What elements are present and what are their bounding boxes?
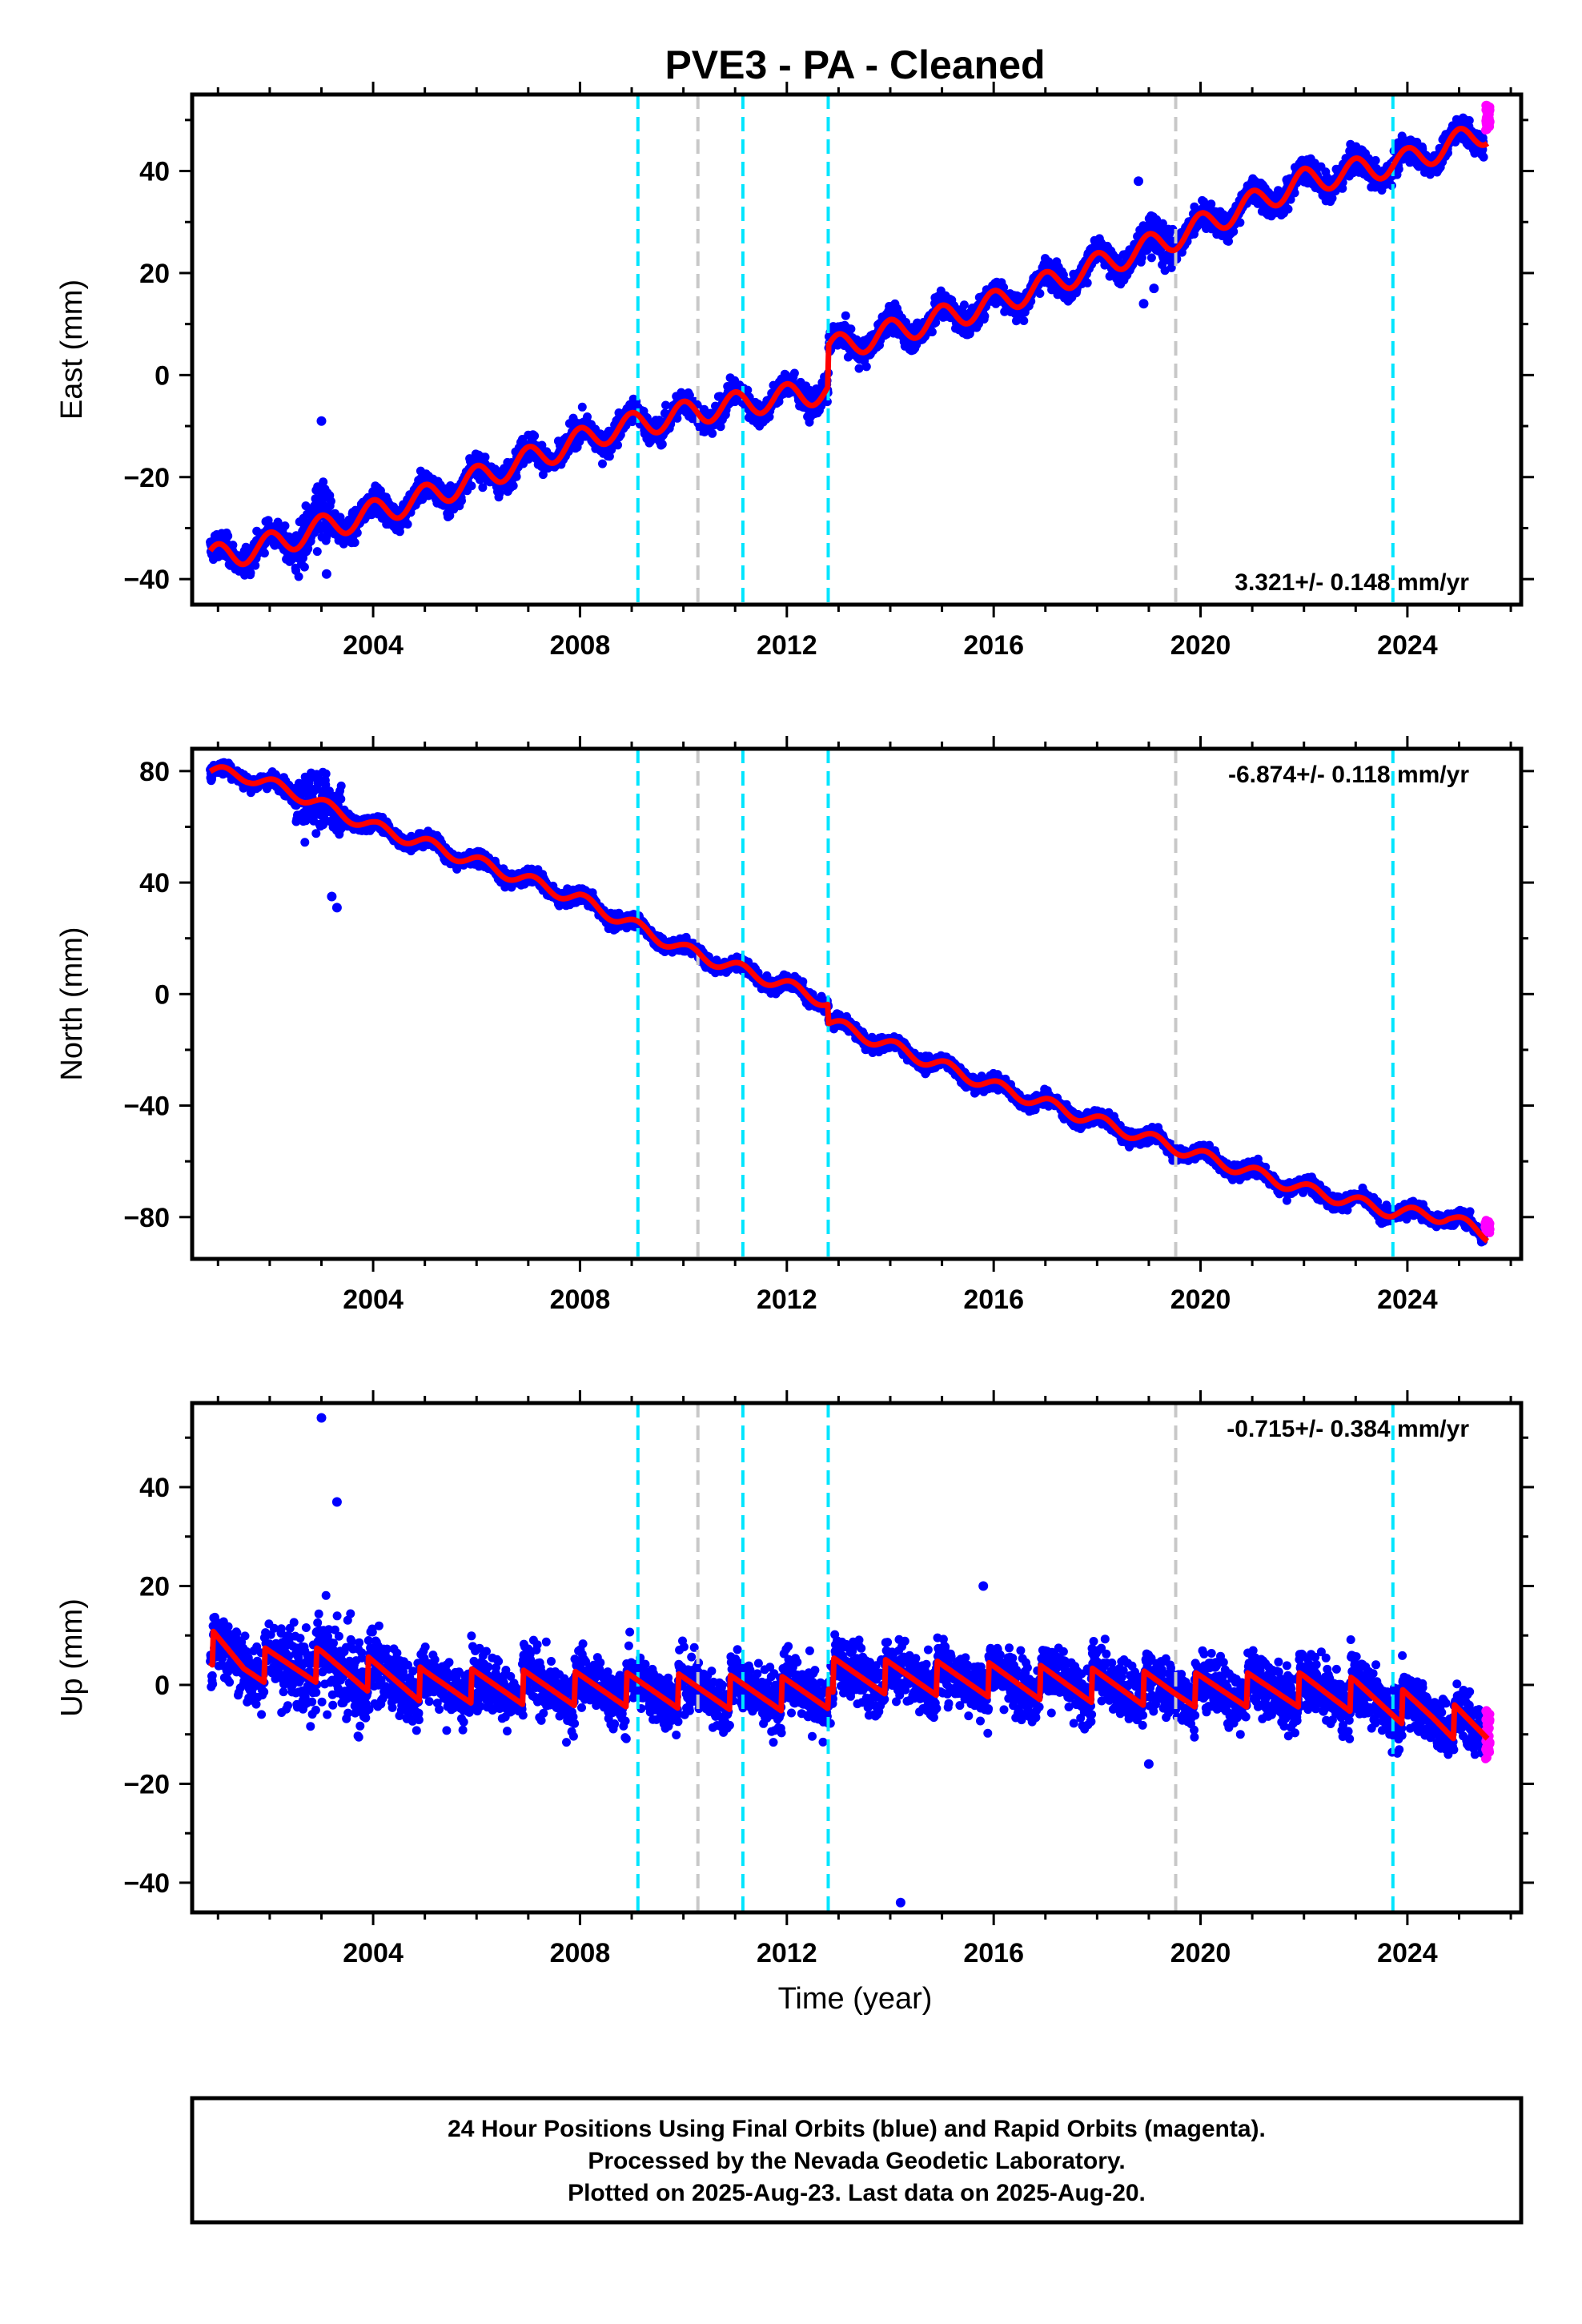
data-point bbox=[251, 561, 260, 570]
rapid-point bbox=[1481, 119, 1491, 128]
panels-group: 2004 2008 2012 2016 2020 2024 −40 −20 0 20 40 East … bbox=[55, 82, 1534, 1968]
data-point bbox=[259, 549, 269, 558]
data-point bbox=[263, 516, 273, 525]
data-point bbox=[841, 311, 850, 320]
y-axis-label: East (mm) bbox=[55, 279, 89, 420]
y-tick-label: −40 bbox=[123, 565, 170, 595]
data-point bbox=[319, 477, 328, 487]
data-point bbox=[708, 428, 717, 438]
data-point bbox=[508, 481, 518, 491]
x-tick-label: 2012 bbox=[757, 630, 817, 661]
x-tick-label: 2020 bbox=[1170, 630, 1231, 661]
data-point bbox=[228, 541, 238, 550]
x-tick-label: 2004 bbox=[343, 630, 404, 661]
outlier-point bbox=[321, 569, 331, 579]
data-point bbox=[321, 769, 331, 778]
data-point bbox=[789, 368, 799, 378]
data-point bbox=[457, 496, 466, 505]
data-point bbox=[613, 440, 622, 450]
data-point bbox=[1146, 253, 1156, 263]
data-point bbox=[395, 527, 404, 537]
data-point bbox=[300, 838, 310, 847]
data-point bbox=[927, 328, 937, 336]
data-point bbox=[1283, 204, 1293, 214]
data-point bbox=[661, 400, 670, 410]
data-point bbox=[312, 547, 322, 557]
x-tick-label: 2024 bbox=[1377, 630, 1438, 661]
rapid-point bbox=[1483, 101, 1492, 111]
plot-area bbox=[206, 749, 1495, 1259]
data-point bbox=[1371, 155, 1380, 165]
data-point bbox=[294, 572, 303, 581]
data-point bbox=[273, 517, 283, 527]
outlier-point bbox=[1149, 283, 1159, 294]
plot-area bbox=[206, 94, 1495, 605]
data-point bbox=[336, 781, 346, 790]
data-point bbox=[467, 481, 476, 491]
data-point bbox=[1479, 152, 1488, 162]
data-point bbox=[478, 483, 488, 493]
outlier-point bbox=[1138, 299, 1149, 309]
data-point bbox=[299, 562, 309, 572]
final-orbit-points bbox=[206, 758, 1488, 1247]
data-point bbox=[598, 459, 607, 468]
x-tick-label: 2016 bbox=[963, 630, 1024, 661]
data-point bbox=[846, 324, 856, 334]
data-point bbox=[1082, 278, 1092, 287]
data-point bbox=[223, 531, 233, 541]
data-point bbox=[685, 391, 694, 400]
data-point bbox=[931, 318, 941, 328]
y-tick-label: 20 bbox=[139, 259, 170, 289]
data-point bbox=[959, 300, 969, 310]
data-point bbox=[530, 431, 540, 440]
x-tick-label: 2008 bbox=[550, 630, 611, 661]
outlier-point bbox=[316, 416, 327, 426]
panel-east: 2004 2008 2012 2016 2020 2024 −40 −20 0 20 40 East … bbox=[55, 82, 1534, 661]
rate-label: 3.321+/- 0.148 mm/yr bbox=[1235, 569, 1469, 596]
data-point bbox=[246, 568, 255, 577]
data-point bbox=[352, 528, 362, 537]
panel-north: 2004 2008 2012 2016 2020 2024−80−4004080North… bbox=[55, 736, 1534, 1315]
data-point bbox=[854, 364, 864, 373]
outlier-point bbox=[1134, 176, 1143, 187]
data-point bbox=[350, 538, 359, 547]
rapid-orbit-points bbox=[1481, 100, 1495, 135]
data-point bbox=[1464, 116, 1474, 125]
y-tick-label: 40 bbox=[139, 157, 170, 187]
data-point bbox=[445, 511, 455, 521]
data-point bbox=[480, 452, 490, 462]
y-tick-label: −20 bbox=[123, 463, 170, 493]
data-point bbox=[403, 520, 412, 529]
data-point bbox=[537, 440, 547, 450]
data-point bbox=[901, 318, 910, 327]
data-point bbox=[577, 402, 587, 412]
y-tick-label: 0 bbox=[155, 360, 170, 391]
data-point bbox=[604, 452, 614, 461]
data-point bbox=[1019, 316, 1029, 325]
data-point bbox=[657, 440, 667, 449]
data-point bbox=[980, 312, 990, 321]
data-point bbox=[336, 794, 346, 804]
chart-title: PVE3 - PA - Cleaned bbox=[665, 42, 1045, 87]
data-point bbox=[716, 422, 725, 432]
data-point bbox=[512, 472, 521, 481]
data-point bbox=[280, 521, 290, 531]
data-point bbox=[326, 497, 335, 506]
data-point bbox=[1035, 289, 1045, 298]
data-point bbox=[495, 489, 504, 498]
data-point bbox=[743, 385, 753, 395]
data-point bbox=[861, 362, 871, 372]
data-point bbox=[673, 413, 682, 423]
